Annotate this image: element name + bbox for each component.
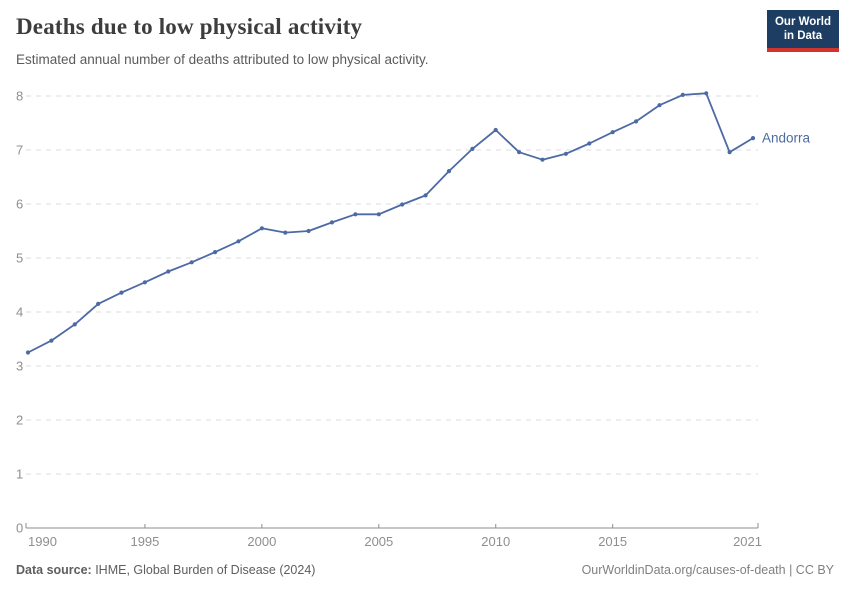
- data-point[interactable]: [72, 322, 77, 327]
- data-point[interactable]: [657, 103, 662, 108]
- data-point[interactable]: [610, 130, 615, 135]
- y-axis-label: 3: [16, 359, 23, 374]
- data-source-text: IHME, Global Burden of Disease (2024): [91, 563, 316, 577]
- data-point[interactable]: [423, 193, 428, 198]
- data-point[interactable]: [166, 269, 171, 274]
- data-point[interactable]: [213, 250, 218, 255]
- data-point[interactable]: [470, 146, 475, 151]
- page-title: Deaths due to low physical activity: [16, 14, 363, 39]
- data-point[interactable]: [119, 290, 124, 295]
- y-axis-label: 5: [16, 251, 23, 266]
- x-axis-label: 1995: [130, 534, 159, 549]
- data-source: Data source: IHME, Global Burden of Dise…: [16, 563, 315, 577]
- page-subtitle: Estimated annual number of deaths attrib…: [16, 52, 429, 67]
- data-source-label: Data source:: [16, 563, 92, 577]
- series-line[interactable]: [27, 92, 754, 354]
- x-axis-label: 2021: [733, 534, 762, 549]
- data-point[interactable]: [400, 202, 405, 207]
- y-axis-label: 1: [16, 467, 23, 482]
- x-axis-label: 2000: [247, 534, 276, 549]
- y-axis-label: 6: [16, 197, 23, 212]
- x-axis-label: 2005: [364, 534, 393, 549]
- data-point[interactable]: [49, 338, 54, 343]
- chart-svg: 0 1 2 3 4 5 6 7 8 1990 1995 2000 2005 2010 2015 2021 And…: [16, 89, 811, 550]
- owid-logo-line2: in Data: [783, 30, 823, 43]
- data-point[interactable]: [306, 228, 311, 234]
- entity-label[interactable]: Andorra: [762, 131, 811, 146]
- data-point[interactable]: [563, 151, 569, 156]
- data-point[interactable]: [283, 230, 288, 235]
- data-point[interactable]: [493, 127, 498, 133]
- y-axis-label: 4: [16, 305, 23, 320]
- data-point[interactable]: [446, 169, 452, 174]
- data-point[interactable]: [587, 141, 592, 146]
- data-point[interactable]: [540, 157, 545, 162]
- data-point[interactable]: [329, 220, 335, 225]
- x-axis-label: 2010: [481, 534, 510, 549]
- x-axis-label: 1990: [28, 534, 57, 549]
- data-point[interactable]: [96, 301, 101, 306]
- data-point[interactable]: [517, 150, 522, 155]
- y-axis-label: 0: [16, 521, 23, 536]
- x-axis-label: 2015: [598, 534, 627, 549]
- data-point[interactable]: [189, 260, 194, 265]
- data-point[interactable]: [750, 136, 756, 141]
- data-point[interactable]: [353, 212, 358, 217]
- chart-area: 0 1 2 3 4 5 6 7 8 1990 1995 2000 2005 2010 2015 2021 And…: [0, 85, 850, 555]
- data-point[interactable]: [259, 226, 264, 231]
- data-point[interactable]: [680, 92, 685, 97]
- owid-logo-line1: Our World: [774, 16, 831, 28]
- chart-footer: Data source: IHME, Global Burden of Dise…: [16, 563, 834, 577]
- data-point[interactable]: [236, 239, 241, 244]
- data-point[interactable]: [25, 350, 31, 355]
- y-axis-label: 8: [16, 89, 23, 104]
- footer-link[interactable]: OurWorldinData.org/causes-of-death | CC …: [581, 563, 834, 577]
- data-point[interactable]: [142, 280, 147, 285]
- data-point[interactable]: [376, 212, 381, 217]
- y-axis-label: 2: [16, 413, 23, 428]
- data-point[interactable]: [704, 91, 709, 96]
- y-axis-label: 7: [16, 143, 23, 158]
- data-point[interactable]: [727, 150, 732, 155]
- owid-logo[interactable]: Our World in Data: [766, 10, 839, 52]
- data-point[interactable]: [634, 119, 639, 124]
